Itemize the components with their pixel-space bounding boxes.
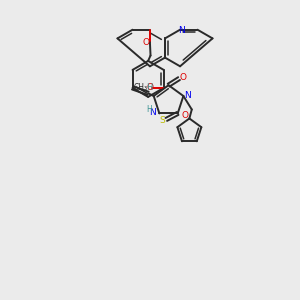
Text: N: N [184,91,191,100]
Text: S: S [159,116,165,125]
Text: N: N [149,108,156,117]
Text: O: O [142,38,149,47]
Text: O: O [181,111,188,120]
Text: O: O [179,73,186,82]
Text: O: O [146,83,153,92]
Text: H: H [146,105,152,114]
Text: N: N [178,26,185,35]
Text: H: H [146,83,152,92]
Text: CH₃: CH₃ [134,83,148,92]
